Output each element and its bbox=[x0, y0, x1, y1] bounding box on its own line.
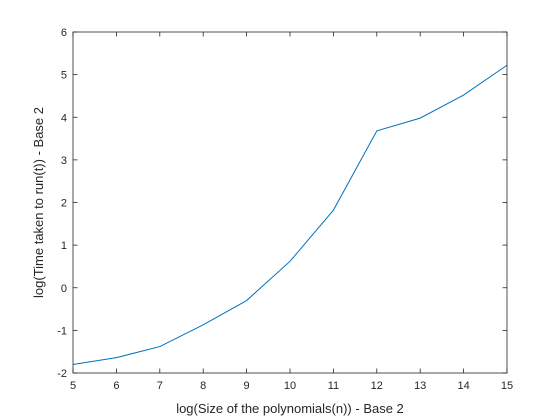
x-tick-label: 14 bbox=[457, 380, 469, 392]
plot-frame bbox=[72, 31, 508, 374]
y-tick-label: -1 bbox=[57, 325, 67, 337]
x-tick-label: 9 bbox=[244, 380, 250, 392]
x-tick-label: 12 bbox=[371, 380, 383, 392]
y-tick-label: 2 bbox=[61, 198, 67, 210]
y-tick-label: 0 bbox=[61, 283, 67, 295]
y-tick-label: 3 bbox=[61, 155, 67, 167]
series-layer bbox=[72, 64, 508, 365]
x-tick-label: 10 bbox=[284, 380, 296, 392]
y-tick-label: 6 bbox=[61, 27, 67, 39]
x-tick-label: 13 bbox=[414, 380, 426, 392]
x-tick-label: 7 bbox=[157, 380, 163, 392]
y-tick-label: 1 bbox=[61, 240, 67, 252]
y-tick-label: 4 bbox=[61, 112, 67, 124]
x-axis-label: log(Size of the polynomials(n)) - Base 2 bbox=[176, 401, 404, 416]
plot-area bbox=[73, 32, 507, 373]
y-axis-label: log(Time taken to run(t)) - Base 2 bbox=[31, 107, 46, 298]
x-tick-label: 8 bbox=[200, 380, 206, 392]
x-tick-label: 15 bbox=[501, 380, 513, 392]
y-tick-label: 5 bbox=[61, 70, 67, 82]
x-tick-label: 6 bbox=[113, 380, 119, 392]
x-tick-label: 11 bbox=[328, 380, 339, 392]
y-tick-label: -2 bbox=[57, 368, 67, 380]
x-tick-label: 5 bbox=[70, 380, 76, 392]
